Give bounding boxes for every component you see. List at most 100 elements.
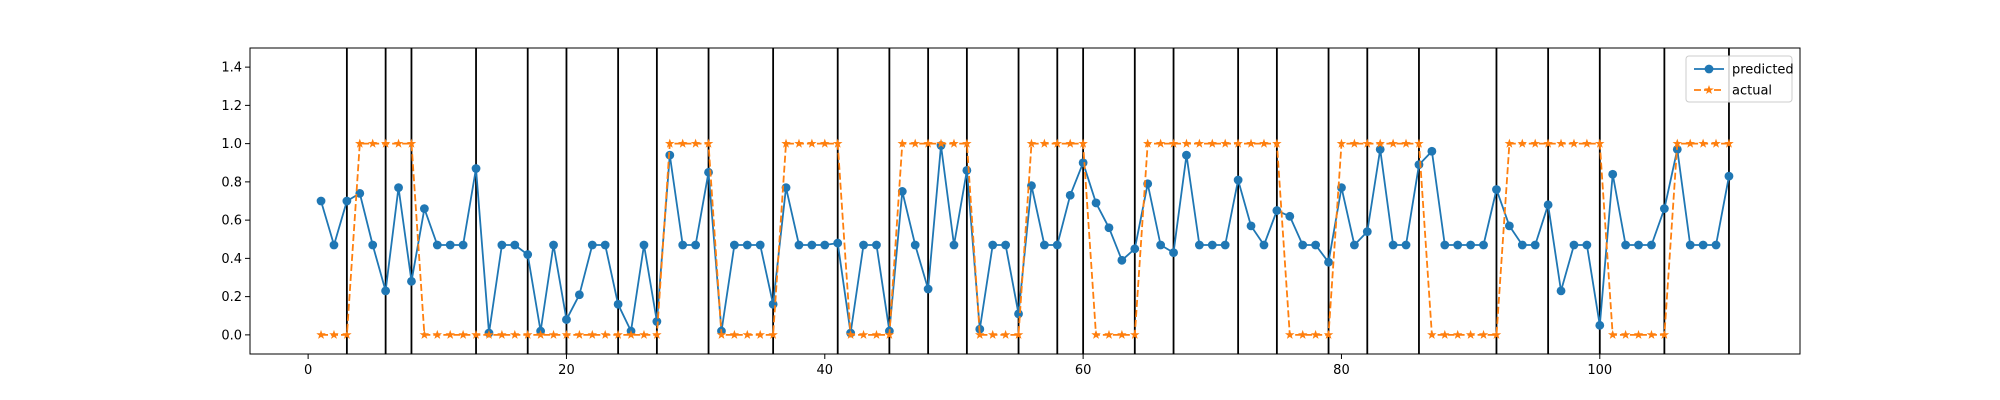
data-point-predicted	[1453, 240, 1463, 250]
y-tick-label: 1.4	[221, 61, 242, 76]
y-tick-label: 1.0	[221, 137, 242, 152]
data-point-predicted	[1401, 240, 1411, 250]
data-point-predicted	[1104, 223, 1114, 233]
data-point-actual	[678, 138, 688, 148]
data-point-predicted	[1194, 240, 1204, 250]
data-point-predicted	[355, 188, 365, 198]
data-point-actual	[1595, 138, 1605, 148]
data-point-actual	[1646, 329, 1657, 339]
data-point-actual	[716, 329, 727, 339]
data-point-predicted	[1233, 175, 1243, 185]
data-point-predicted	[833, 238, 843, 248]
data-point-predicted	[1207, 240, 1217, 250]
data-point-actual	[497, 329, 507, 339]
data-point-predicted	[1259, 240, 1269, 250]
data-point-actual	[1194, 138, 1205, 148]
data-point-actual	[1285, 329, 1295, 339]
data-point-actual	[1362, 138, 1372, 148]
data-point-predicted	[471, 164, 481, 173]
y-tick-label: 0.8	[221, 175, 242, 190]
data-point-predicted	[691, 240, 701, 250]
data-point-predicted	[1298, 240, 1308, 250]
data-point-actual	[393, 138, 404, 148]
data-point-actual	[1491, 329, 1502, 339]
data-point-actual	[600, 329, 610, 339]
data-point-predicted	[1169, 248, 1178, 258]
data-point-actual	[1659, 329, 1670, 339]
data-point-predicted	[820, 240, 830, 250]
y-axis: 0.0 0.2 0.4 0.6 0.8 1.0 1.2 1.4	[221, 61, 250, 343]
data-point-actual	[1065, 138, 1075, 148]
data-point-predicted	[652, 317, 662, 326]
data-point-actual	[1130, 329, 1140, 339]
data-point-predicted	[1117, 255, 1127, 265]
data-point-predicted	[1078, 158, 1088, 168]
data-point-predicted	[1595, 320, 1605, 330]
data-point-predicted	[458, 240, 468, 250]
data-point-predicted	[497, 240, 507, 250]
data-point-actual	[897, 138, 907, 148]
data-point-predicted	[988, 240, 998, 250]
data-point-actual	[1530, 138, 1540, 148]
data-point-actual	[1117, 329, 1127, 339]
data-point-actual	[1155, 138, 1166, 148]
x-tick-label: 60	[1075, 363, 1092, 378]
data-point-actual	[949, 138, 959, 148]
data-point-predicted	[613, 299, 623, 309]
data-point-actual	[1620, 329, 1631, 339]
data-point-predicted	[407, 276, 416, 286]
legend-marker-actual	[1704, 85, 1714, 94]
data-point-actual	[1453, 329, 1463, 339]
data-point-predicted	[549, 240, 558, 250]
x-tick-label: 0	[304, 363, 312, 378]
data-point-actual	[1569, 138, 1579, 148]
data-point-actual	[1375, 138, 1385, 148]
data-point-actual	[729, 329, 740, 339]
data-point-actual	[613, 329, 623, 339]
data-point-predicted	[923, 284, 933, 294]
data-point-actual	[794, 138, 804, 148]
data-point-actual	[1427, 329, 1437, 339]
x-tick-label: 80	[1333, 363, 1350, 378]
data-point-predicted	[794, 240, 804, 250]
data-point-predicted	[1349, 240, 1359, 250]
data-point-actual	[419, 329, 430, 339]
y-tick-label: 0.2	[221, 290, 242, 305]
data-point-predicted	[1388, 240, 1398, 250]
data-point-actual	[742, 329, 752, 339]
data-point-actual	[1220, 138, 1230, 148]
data-point-actual	[1685, 138, 1695, 148]
data-point-actual	[665, 138, 675, 148]
data-point-predicted	[1517, 240, 1527, 250]
data-point-predicted	[704, 167, 713, 177]
data-point-predicted	[1504, 221, 1514, 231]
data-point-predicted	[1621, 240, 1631, 250]
data-point-actual	[781, 138, 791, 148]
data-point-predicted	[1440, 240, 1450, 250]
data-point-actual	[1517, 138, 1527, 148]
legend: predicted actual	[1685, 55, 1794, 103]
data-point-actual	[1582, 138, 1592, 148]
data-point-actual	[316, 329, 326, 339]
data-point-actual	[962, 138, 972, 148]
data-point-predicted	[1039, 240, 1049, 250]
data-point-predicted	[1414, 160, 1424, 170]
series-layer	[316, 138, 1734, 339]
data-point-predicted	[1014, 309, 1023, 319]
data-point-actual	[329, 329, 339, 339]
data-point-predicted	[1311, 240, 1321, 250]
data-point-actual	[1504, 138, 1515, 148]
data-point-predicted	[1466, 240, 1476, 250]
data-point-predicted	[316, 196, 326, 206]
data-point-predicted	[1724, 171, 1734, 181]
data-point-actual	[535, 329, 546, 339]
data-point-actual	[871, 329, 882, 339]
data-point-predicted	[1052, 240, 1062, 250]
y-tick-label: 0.4	[221, 252, 242, 267]
data-point-predicted	[755, 240, 765, 250]
data-point-actual	[1091, 329, 1101, 339]
data-point-actual	[1039, 138, 1050, 148]
data-point-predicted	[807, 240, 817, 250]
separator-lines	[345, 48, 1730, 354]
